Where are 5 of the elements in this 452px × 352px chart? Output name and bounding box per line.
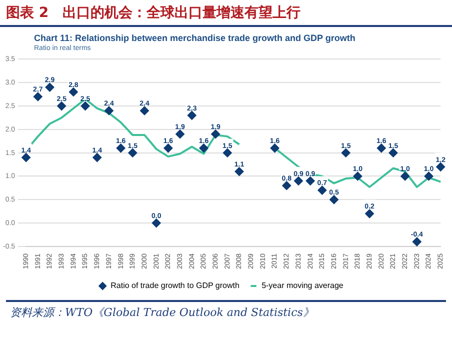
chart-title: 图表 2 出口的机会：全球出口量增速有望上行: [0, 0, 452, 27]
text: 资料来源：WTO《Global Trade Outlook and Statistics》: [10, 305, 315, 320]
legend-label: Ratio of trade growth to GDP growth: [110, 281, 240, 290]
legend-label: 5-year moving average: [262, 281, 344, 290]
chart-subtitle: Chart 11: Relationship between merchandise trade growth and GDP growth: [33, 32, 356, 44]
